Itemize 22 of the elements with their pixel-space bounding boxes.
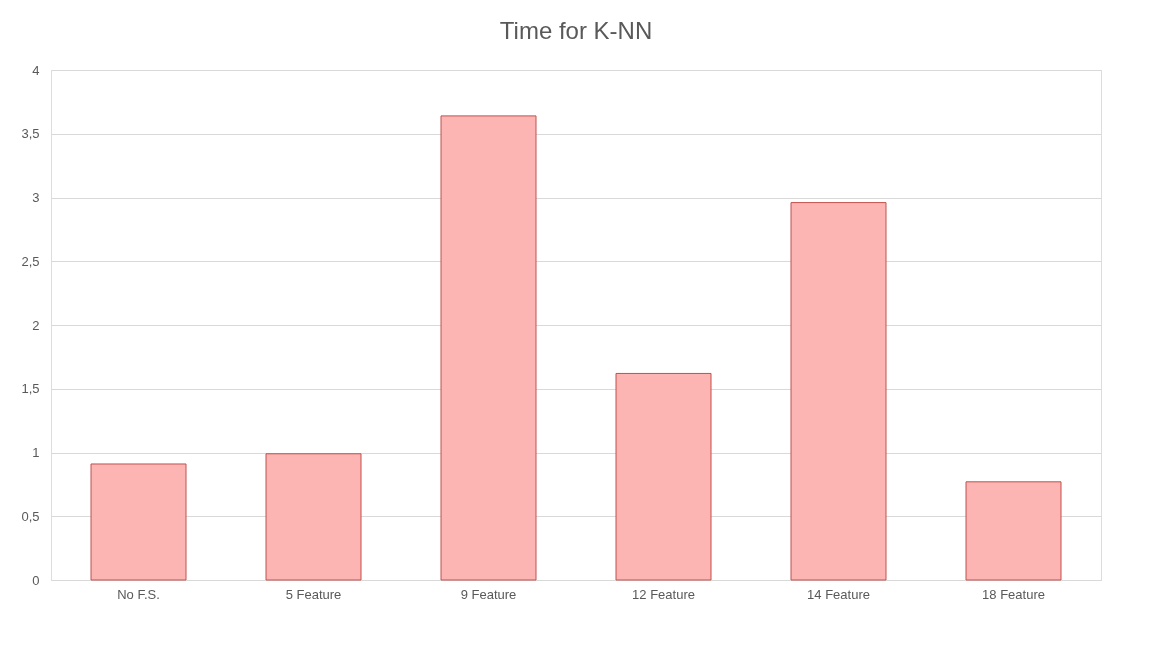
y-tick-label: 2 — [32, 317, 40, 333]
bar — [265, 453, 362, 581]
y-tick-label: 3 — [32, 190, 40, 205]
chart-title: Time for K-NN — [499, 17, 653, 44]
x-tick-label: 9 Feature — [460, 586, 517, 602]
x-tick-label: 18 Feature — [982, 586, 1045, 602]
y-tick-label: 1 — [32, 445, 40, 460]
y-tick-label: 0,5 — [21, 508, 40, 524]
x-tick-label: 14 Feature — [807, 586, 870, 602]
y-tick-label: 1,5 — [21, 381, 40, 397]
y-tick-label: 3,5 — [21, 126, 40, 142]
bar — [440, 115, 537, 581]
x-tick-label: 5 Feature — [285, 586, 342, 602]
bar — [790, 202, 887, 581]
bar — [90, 463, 187, 581]
x-tick-label: No F.S. — [117, 586, 160, 602]
bar — [615, 372, 712, 581]
bar — [965, 481, 1062, 581]
x-tick-label: 12 Feature — [632, 586, 695, 602]
y-tick-label: 2,5 — [21, 253, 40, 269]
y-tick-label: 4 — [32, 62, 40, 78]
y-tick-label: 0 — [32, 572, 40, 588]
